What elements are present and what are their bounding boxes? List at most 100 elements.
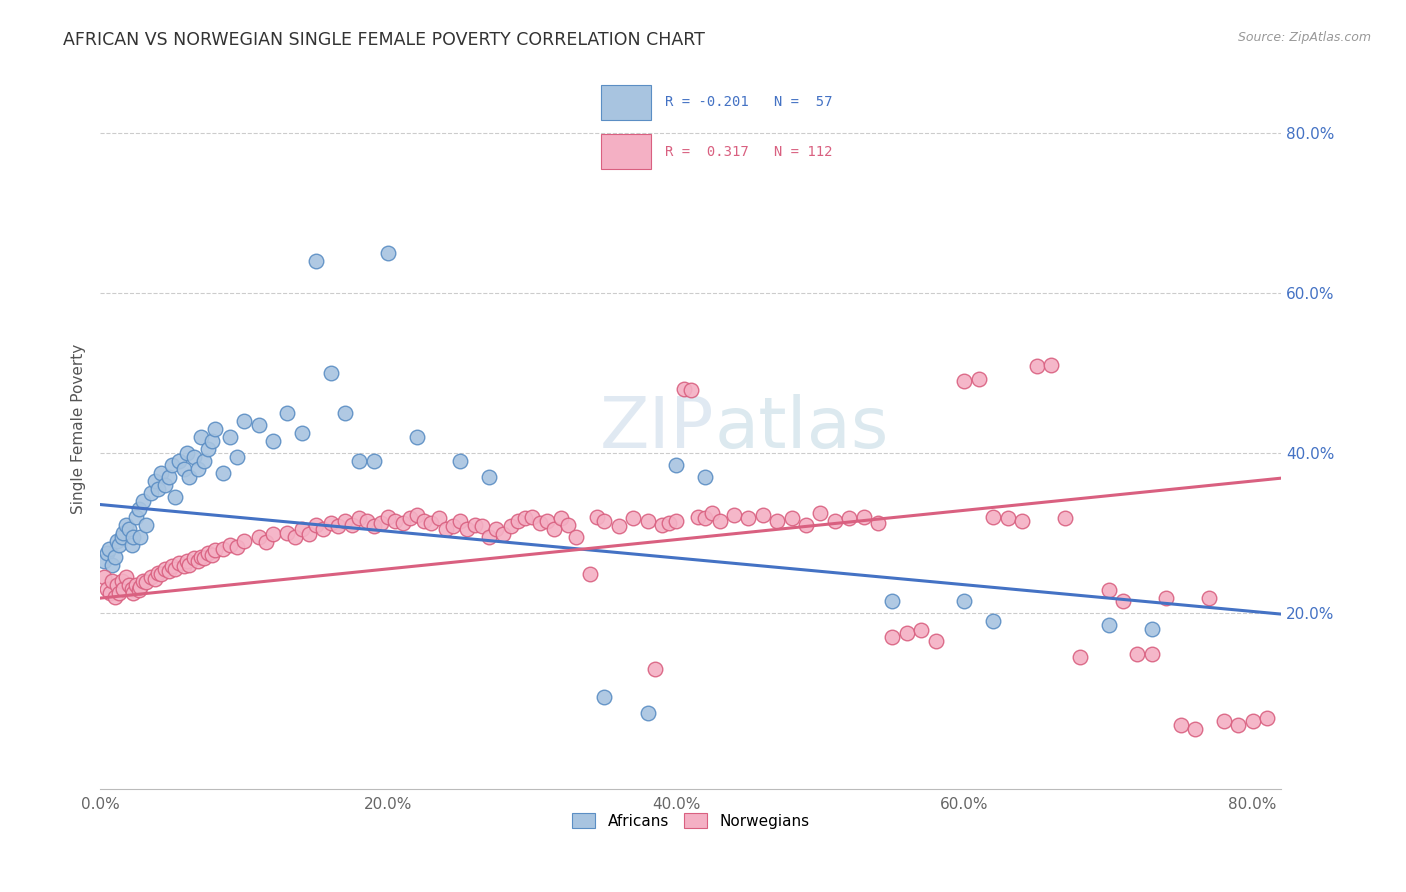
Point — [658, 516, 681, 530]
Point — [342, 517, 364, 532]
Point — [449, 514, 471, 528]
Point — [107, 533, 129, 548]
Point — [319, 366, 342, 380]
Point — [838, 511, 860, 525]
Point — [478, 469, 501, 483]
Point — [218, 537, 240, 551]
Point — [579, 567, 602, 582]
Point — [319, 516, 342, 530]
Point — [499, 519, 522, 533]
Point — [550, 511, 572, 525]
Point — [413, 514, 436, 528]
Point — [607, 519, 630, 533]
Point — [1025, 359, 1047, 373]
Point — [254, 535, 277, 549]
Point — [187, 461, 209, 475]
Point — [233, 533, 256, 548]
Point — [695, 511, 717, 525]
Point — [506, 514, 529, 528]
Point — [122, 529, 145, 543]
Point — [193, 453, 215, 467]
Point — [190, 429, 212, 443]
Point — [651, 517, 673, 532]
Point — [709, 514, 731, 528]
Point — [111, 574, 134, 588]
Point — [160, 559, 183, 574]
Point — [201, 434, 224, 448]
Point — [1054, 511, 1077, 525]
Point — [97, 541, 120, 556]
Point — [1212, 714, 1234, 728]
Point — [399, 511, 422, 525]
Point — [981, 614, 1004, 628]
Point — [100, 574, 122, 588]
Point — [233, 413, 256, 427]
Point — [211, 541, 233, 556]
Point — [485, 522, 508, 536]
Point — [471, 519, 494, 533]
Point — [924, 633, 946, 648]
Point — [752, 508, 775, 522]
Point — [118, 577, 141, 591]
Point — [1241, 714, 1264, 728]
Point — [121, 537, 143, 551]
Point — [183, 551, 205, 566]
Point — [824, 514, 846, 528]
Point — [702, 506, 724, 520]
Point — [1227, 717, 1250, 731]
Point — [1140, 622, 1163, 636]
Point — [173, 461, 195, 475]
Point — [997, 511, 1019, 525]
Point — [135, 517, 157, 532]
Point — [910, 623, 932, 637]
Point — [513, 511, 536, 525]
Point — [187, 553, 209, 567]
Point — [179, 558, 201, 572]
Point — [146, 566, 169, 580]
Point — [157, 469, 180, 483]
Point — [107, 577, 129, 591]
Text: ZIP: ZIP — [600, 394, 714, 463]
Point — [305, 517, 328, 532]
Point — [160, 458, 183, 472]
Point — [492, 527, 515, 541]
Point — [449, 453, 471, 467]
Point — [103, 590, 125, 604]
Point — [129, 580, 152, 594]
Point — [665, 458, 688, 472]
Point — [143, 474, 166, 488]
Point — [377, 245, 399, 260]
Point — [464, 517, 486, 532]
Point — [129, 529, 152, 543]
Point — [557, 517, 579, 532]
Point — [143, 572, 166, 586]
FancyBboxPatch shape — [600, 85, 651, 120]
Point — [153, 477, 176, 491]
Point — [201, 548, 224, 562]
Point — [1011, 514, 1033, 528]
Point — [276, 405, 298, 419]
Point — [1170, 717, 1192, 731]
Point — [866, 516, 889, 530]
Point — [427, 511, 450, 525]
Point — [176, 553, 198, 567]
Point — [96, 582, 118, 596]
Point — [125, 509, 148, 524]
Point — [103, 549, 125, 564]
Point — [593, 514, 616, 528]
Point — [298, 527, 321, 541]
Point — [363, 519, 385, 533]
Point — [896, 625, 918, 640]
Point — [441, 519, 464, 533]
Point — [98, 585, 121, 599]
Point — [163, 561, 186, 575]
Point — [276, 525, 298, 540]
Point — [1154, 591, 1177, 606]
Point — [1198, 591, 1220, 606]
Point — [218, 429, 240, 443]
Point — [363, 453, 385, 467]
Point — [247, 529, 270, 543]
Point — [153, 561, 176, 575]
Point — [456, 522, 478, 536]
Point — [434, 522, 457, 536]
